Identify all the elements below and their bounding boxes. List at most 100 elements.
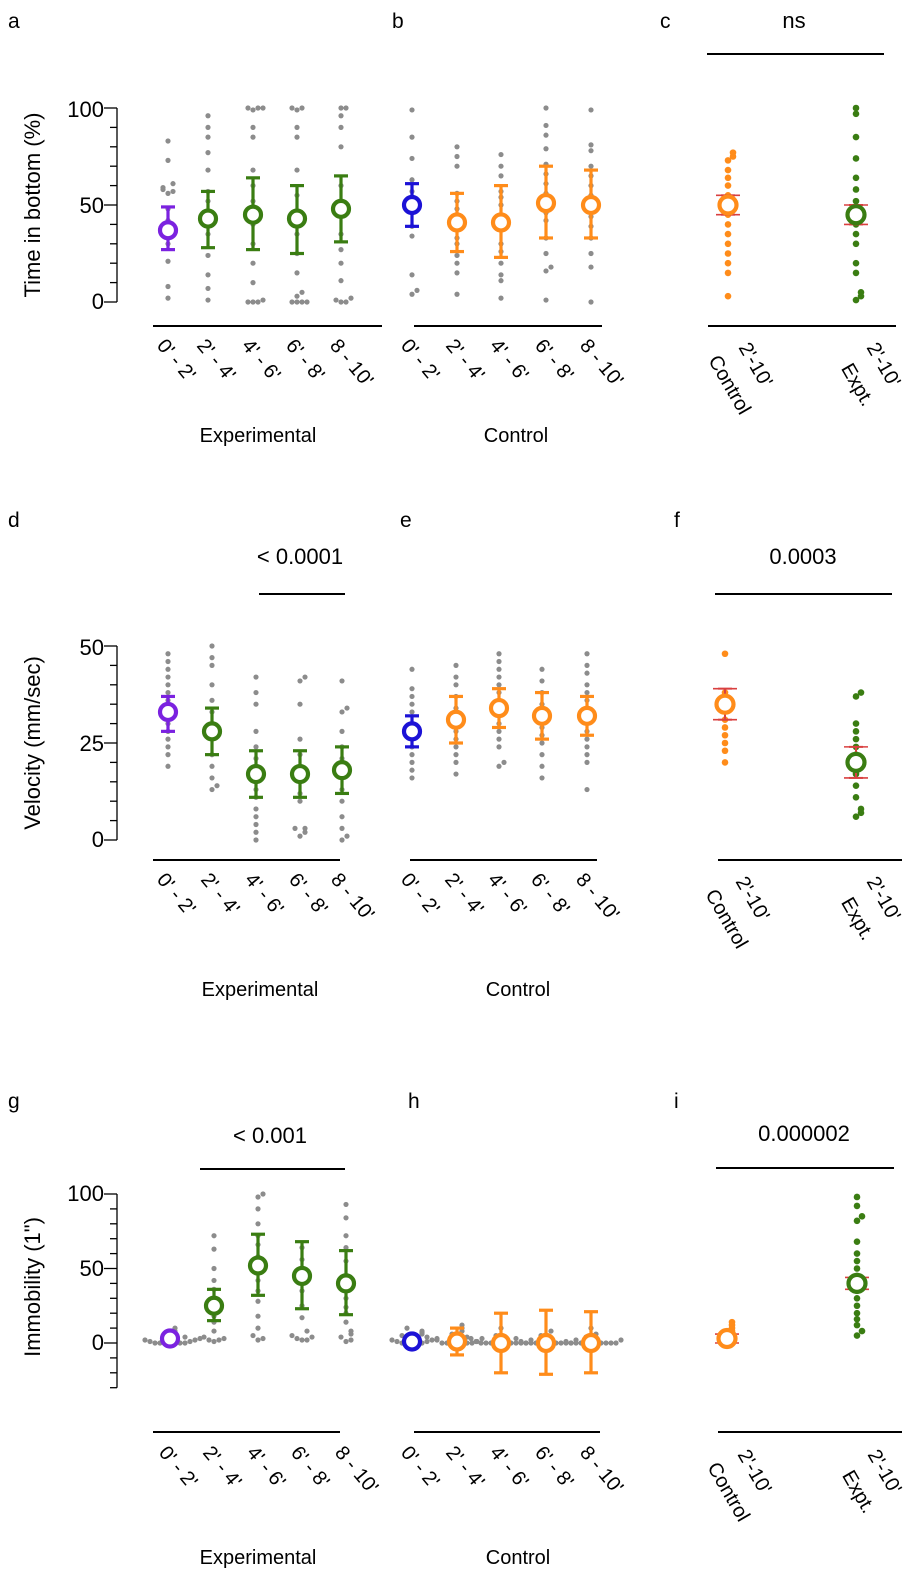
data-point — [205, 150, 211, 156]
data-point — [344, 833, 350, 839]
mean-marker — [716, 1327, 738, 1350]
data-point — [205, 134, 211, 140]
data-point — [558, 1340, 564, 1346]
mean-marker — [531, 705, 553, 726]
data-point — [302, 829, 308, 835]
data-point — [588, 142, 594, 148]
data-point — [165, 736, 171, 742]
panel-letter-b: b — [392, 10, 404, 33]
mean-marker — [159, 1328, 181, 1349]
data-point — [528, 1340, 534, 1346]
data-point — [721, 731, 729, 739]
data-point — [343, 1245, 349, 1251]
data-point — [414, 287, 420, 293]
data-point — [343, 1201, 349, 1208]
data-point — [543, 297, 549, 303]
mean-marker — [401, 194, 423, 216]
data-point — [588, 163, 594, 169]
data-point — [253, 806, 259, 812]
data-point — [409, 701, 415, 707]
data-point — [498, 163, 504, 169]
data-point — [214, 783, 220, 789]
data-point — [260, 297, 266, 303]
y-tick-label: 50 — [80, 1256, 104, 1281]
data-point — [294, 124, 300, 130]
data-point — [297, 701, 303, 707]
data-point — [584, 744, 590, 750]
data-point — [253, 728, 259, 734]
data-point — [469, 1340, 475, 1346]
data-point — [216, 1337, 222, 1343]
data-point — [539, 775, 545, 781]
data-point — [339, 837, 345, 843]
data-point — [857, 289, 865, 296]
mean-marker — [286, 208, 308, 229]
data-point — [205, 167, 211, 173]
mean-marker — [291, 1265, 313, 1287]
mean-marker — [446, 1331, 468, 1352]
data-point — [453, 759, 459, 766]
data-point — [409, 134, 415, 140]
data-point — [209, 643, 215, 649]
data-point — [853, 1238, 861, 1245]
data-point — [584, 752, 590, 758]
data-point — [409, 155, 415, 162]
data-point — [211, 1277, 217, 1284]
data-point — [539, 752, 545, 758]
data-point — [182, 1334, 188, 1340]
significance-label: 0.0003 — [769, 544, 836, 569]
data-point — [255, 1206, 261, 1212]
data-point — [618, 1337, 624, 1343]
x-axis-title-control: Control — [484, 425, 548, 447]
data-point — [857, 689, 865, 696]
x-tick-label: 6' - 8' — [281, 335, 328, 386]
x-axis-title-experimental: Experimental — [200, 425, 317, 447]
data-point — [539, 763, 545, 769]
y-tick-label: 100 — [67, 97, 104, 122]
data-point — [409, 752, 415, 758]
data-point — [211, 1338, 217, 1345]
data-point — [250, 260, 256, 266]
y-axis-title-immobility: Immobility (1") — [20, 1217, 45, 1357]
data-point — [253, 744, 259, 750]
data-point — [584, 670, 590, 676]
data-point — [147, 1338, 153, 1345]
x-axis-title-experimental: Experimental — [200, 1547, 317, 1569]
data-point — [294, 134, 300, 140]
data-point — [724, 240, 732, 248]
panel-letter-e: e — [400, 509, 412, 532]
data-point — [453, 662, 459, 669]
data-point — [853, 1217, 861, 1225]
data-point — [852, 104, 860, 112]
data-point — [255, 1313, 261, 1319]
data-point — [853, 1295, 861, 1302]
data-point — [211, 1233, 217, 1239]
data-point — [309, 1334, 315, 1340]
data-point — [513, 1335, 519, 1342]
data-point — [584, 689, 590, 696]
x-axis-title-control: Control — [486, 979, 550, 1001]
data-point — [543, 146, 549, 152]
x-tick-label: 8 - 10' — [575, 1442, 627, 1498]
panel-letter-h: h — [408, 1090, 420, 1113]
data-point — [852, 296, 860, 304]
mean-marker — [535, 192, 557, 214]
data-point — [468, 1335, 474, 1342]
data-point — [348, 295, 354, 301]
data-point — [338, 113, 344, 119]
significance-label: < 0.0001 — [257, 544, 343, 569]
data-point — [343, 1338, 349, 1345]
data-point — [409, 107, 415, 113]
data-point — [394, 1338, 400, 1345]
data-point — [209, 682, 215, 688]
data-point — [209, 763, 215, 769]
data-point — [205, 252, 211, 259]
data-point — [253, 701, 259, 707]
y-axis — [104, 645, 118, 841]
x-tick-label: 6' - 8' — [530, 335, 577, 386]
data-point — [852, 259, 860, 267]
panel-f: 2'-10'Control 2'-10'Expt. — [701, 593, 905, 952]
data-point — [205, 272, 211, 278]
data-point — [539, 740, 545, 746]
x-tick-label: 4' - 6' — [240, 869, 287, 920]
